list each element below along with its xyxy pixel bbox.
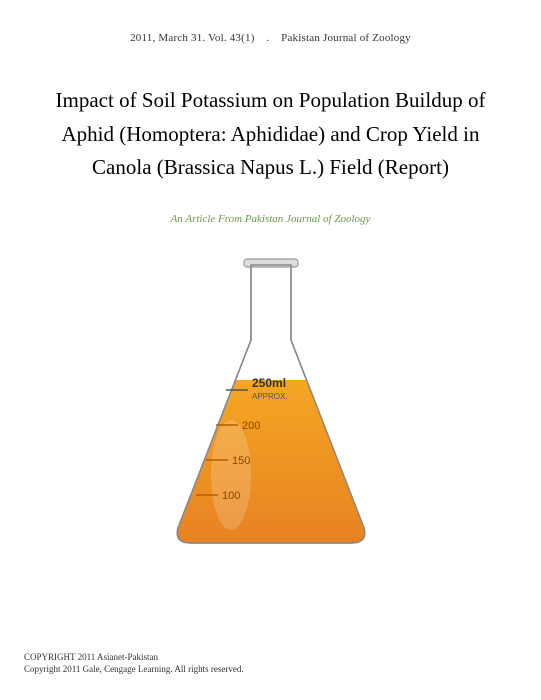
issue-info: 2011, March 31. Vol. 43(1) (130, 32, 254, 44)
header-citation: 2011, March 31. Vol. 43(1) . Pakistan Jo… (0, 0, 541, 44)
separator: . (266, 32, 269, 44)
article-subtitle: An Article From Pakistan Journal of Zool… (0, 213, 541, 225)
flask-mark-200: 200 (242, 420, 260, 432)
flask-illustration: 250ml APPROX. 200 150 100 (0, 245, 541, 555)
copyright-block: COPYRIGHT 2011 Asianet-Pakistan Copyrigh… (24, 651, 244, 676)
journal-name: Pakistan Journal of Zoology (281, 32, 411, 44)
copyright-line-2: Copyright 2011 Gale, Cengage Learning. A… (24, 663, 244, 676)
article-title: Impact of Soil Potassium on Population B… (40, 84, 501, 185)
copyright-line-1: COPYRIGHT 2011 Asianet-Pakistan (24, 651, 244, 664)
flask-label-approx: APPROX. (252, 392, 288, 401)
flask-mark-150: 150 (232, 455, 250, 467)
flask-label-250: 250ml (252, 376, 286, 390)
flask-icon: 250ml APPROX. 200 150 100 (156, 245, 386, 555)
flask-mark-100: 100 (222, 490, 240, 502)
